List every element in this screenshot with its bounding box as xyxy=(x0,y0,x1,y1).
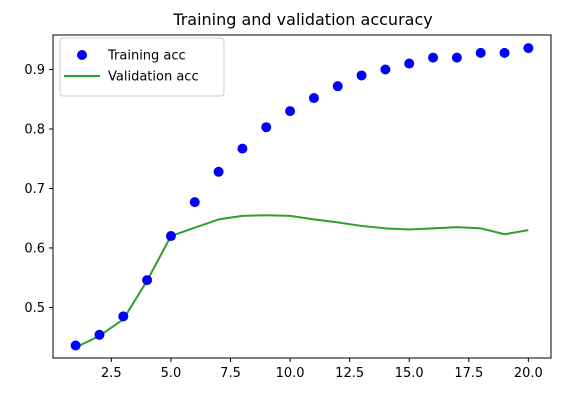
training-series xyxy=(70,43,534,351)
legend-validation-label: Validation acc xyxy=(108,70,199,85)
training-point xyxy=(451,52,462,63)
training-point xyxy=(428,52,439,63)
plot-frame xyxy=(52,34,552,359)
training-point xyxy=(332,81,343,92)
legend-training-marker xyxy=(77,50,87,60)
training-point xyxy=(165,231,176,242)
training-point xyxy=(499,47,510,58)
training-point xyxy=(380,64,391,75)
training-point xyxy=(475,47,486,58)
legend-training-label: Training acc xyxy=(107,49,186,64)
legend-box xyxy=(59,37,225,97)
legend: Training acc Validation acc xyxy=(59,37,225,97)
y-tick-label: 0.7 xyxy=(24,182,45,197)
training-point xyxy=(308,93,319,104)
plot-area xyxy=(52,34,552,359)
training-point xyxy=(118,311,129,322)
x-tick-label: 5.0 xyxy=(161,366,182,381)
y-tick-label: 0.6 xyxy=(24,241,45,256)
training-point xyxy=(404,58,415,69)
y-axis: 0.5 0.6 0.7 0.8 0.9 xyxy=(24,63,53,316)
training-point xyxy=(94,329,105,340)
x-tick-label: 15.0 xyxy=(395,366,424,381)
validation-line xyxy=(75,214,529,349)
x-tick-label: 10.0 xyxy=(276,366,305,381)
x-tick-label: 17.5 xyxy=(454,366,483,381)
x-tick-label: 2.5 xyxy=(101,366,122,381)
y-tick-label: 0.8 xyxy=(24,122,45,137)
training-point xyxy=(261,122,272,133)
training-point xyxy=(523,43,534,54)
y-tick-label: 0.5 xyxy=(24,301,45,316)
training-point xyxy=(213,166,224,177)
training-point xyxy=(237,143,248,154)
training-point xyxy=(189,197,200,208)
training-point xyxy=(142,275,153,286)
chart-title: Training and validation accuracy xyxy=(172,10,432,29)
x-tick-label: 20.0 xyxy=(514,366,543,381)
training-point xyxy=(70,340,81,351)
training-point xyxy=(285,106,296,117)
x-tick-label: 7.5 xyxy=(220,366,241,381)
training-point xyxy=(356,70,367,81)
x-axis: 2.5 5.0 7.5 10.0 12.5 15.0 17.5 20.0 xyxy=(101,358,543,381)
x-tick-label: 12.5 xyxy=(335,366,364,381)
validation-series xyxy=(75,214,529,349)
y-tick-label: 0.9 xyxy=(24,63,45,78)
